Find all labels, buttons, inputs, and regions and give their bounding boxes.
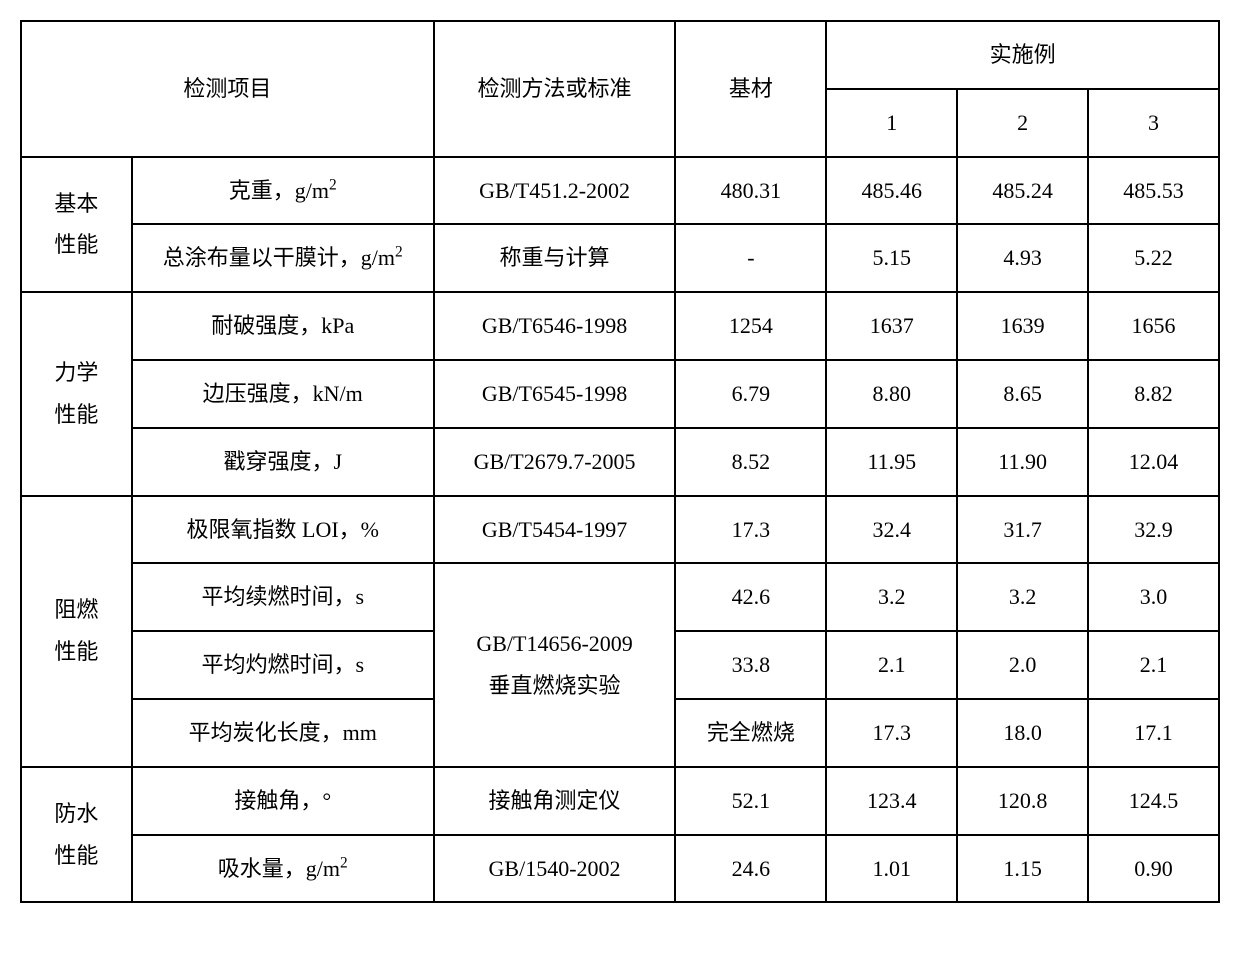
cell-v1: 5.15 — [826, 224, 957, 292]
cell-item: 克重，g/m2 — [132, 157, 434, 225]
cell-method: GB/1540-2002 — [434, 835, 676, 903]
cell-v2: 120.8 — [957, 767, 1088, 835]
cell-v1: 3.2 — [826, 563, 957, 631]
header-test-item: 检测项目 — [21, 21, 434, 157]
header-row-1: 检测项目 检测方法或标准 基材 实施例 — [21, 21, 1219, 89]
header-ex3: 3 — [1088, 89, 1219, 157]
table-row: 力学性能 耐破强度，kPa GB/T6546-1998 1254 1637 16… — [21, 292, 1219, 360]
header-ex2: 2 — [957, 89, 1088, 157]
cell-item: 平均续燃时间，s — [132, 563, 434, 631]
table-row: 平均续燃时间，s GB/T14656-2009垂直燃烧实验 42.6 3.2 3… — [21, 563, 1219, 631]
cell-v2: 485.24 — [957, 157, 1088, 225]
cell-item: 总涂布量以干膜计，g/m2 — [132, 224, 434, 292]
cell-base: 33.8 — [675, 631, 826, 699]
category-basic: 基本性能 — [21, 157, 132, 293]
cell-method: 称重与计算 — [434, 224, 676, 292]
cell-base: 6.79 — [675, 360, 826, 428]
properties-table: 检测项目 检测方法或标准 基材 实施例 1 2 3 基本性能 克重，g/m2 G… — [20, 20, 1220, 903]
table-row: 阻燃性能 极限氧指数 LOI，% GB/T5454-1997 17.3 32.4… — [21, 496, 1219, 564]
cell-item: 耐破强度，kPa — [132, 292, 434, 360]
cell-base: 8.52 — [675, 428, 826, 496]
cell-method: GB/T2679.7-2005 — [434, 428, 676, 496]
cell-v3: 3.0 — [1088, 563, 1219, 631]
cell-v1: 32.4 — [826, 496, 957, 564]
cell-v1: 11.95 — [826, 428, 957, 496]
cell-base: 1254 — [675, 292, 826, 360]
cell-v1: 8.80 — [826, 360, 957, 428]
cell-v1: 1.01 — [826, 835, 957, 903]
cell-v3: 5.22 — [1088, 224, 1219, 292]
cell-v3: 485.53 — [1088, 157, 1219, 225]
cell-v1: 17.3 — [826, 699, 957, 767]
cell-v2: 31.7 — [957, 496, 1088, 564]
cell-v3: 32.9 — [1088, 496, 1219, 564]
cell-v3: 1656 — [1088, 292, 1219, 360]
cell-item: 平均灼燃时间，s — [132, 631, 434, 699]
cell-item: 平均炭化长度，mm — [132, 699, 434, 767]
table-row: 戳穿强度，J GB/T2679.7-2005 8.52 11.95 11.90 … — [21, 428, 1219, 496]
table-row: 防水性能 接触角，° 接触角测定仪 52.1 123.4 120.8 124.5 — [21, 767, 1219, 835]
cell-base: 完全燃烧 — [675, 699, 826, 767]
category-flame: 阻燃性能 — [21, 496, 132, 767]
table-row: 边压强度，kN/m GB/T6545-1998 6.79 8.80 8.65 8… — [21, 360, 1219, 428]
table-row: 吸水量，g/m2 GB/1540-2002 24.6 1.01 1.15 0.9… — [21, 835, 1219, 903]
category-water: 防水性能 — [21, 767, 132, 903]
cell-base: 17.3 — [675, 496, 826, 564]
header-ex1: 1 — [826, 89, 957, 157]
cell-method: GB/T5454-1997 — [434, 496, 676, 564]
cell-v1: 485.46 — [826, 157, 957, 225]
cell-v2: 1639 — [957, 292, 1088, 360]
cell-v2: 18.0 — [957, 699, 1088, 767]
cell-v2: 1.15 — [957, 835, 1088, 903]
header-base: 基材 — [675, 21, 826, 157]
cell-v3: 124.5 — [1088, 767, 1219, 835]
cell-v3: 12.04 — [1088, 428, 1219, 496]
cell-base: 52.1 — [675, 767, 826, 835]
cell-item: 吸水量，g/m2 — [132, 835, 434, 903]
cell-v1: 2.1 — [826, 631, 957, 699]
cell-item: 戳穿强度，J — [132, 428, 434, 496]
cell-v2: 3.2 — [957, 563, 1088, 631]
cell-item: 边压强度，kN/m — [132, 360, 434, 428]
cell-base: 42.6 — [675, 563, 826, 631]
cell-v2: 4.93 — [957, 224, 1088, 292]
cell-method: GB/T6546-1998 — [434, 292, 676, 360]
cell-base: - — [675, 224, 826, 292]
cell-method: GB/T6545-1998 — [434, 360, 676, 428]
cell-method: GB/T451.2-2002 — [434, 157, 676, 225]
header-examples: 实施例 — [826, 21, 1219, 89]
cell-v3: 2.1 — [1088, 631, 1219, 699]
cell-v1: 1637 — [826, 292, 957, 360]
cell-item: 接触角，° — [132, 767, 434, 835]
cell-v2: 11.90 — [957, 428, 1088, 496]
header-method: 检测方法或标准 — [434, 21, 676, 157]
cell-v1: 123.4 — [826, 767, 957, 835]
cell-v2: 2.0 — [957, 631, 1088, 699]
cell-v2: 8.65 — [957, 360, 1088, 428]
cell-v3: 8.82 — [1088, 360, 1219, 428]
cell-base: 24.6 — [675, 835, 826, 903]
table-row: 总涂布量以干膜计，g/m2 称重与计算 - 5.15 4.93 5.22 — [21, 224, 1219, 292]
cell-v3: 0.90 — [1088, 835, 1219, 903]
cell-method: 接触角测定仪 — [434, 767, 676, 835]
table-row: 基本性能 克重，g/m2 GB/T451.2-2002 480.31 485.4… — [21, 157, 1219, 225]
cell-v3: 17.1 — [1088, 699, 1219, 767]
category-mechanical: 力学性能 — [21, 292, 132, 495]
cell-method-merged: GB/T14656-2009垂直燃烧实验 — [434, 563, 676, 766]
cell-base: 480.31 — [675, 157, 826, 225]
cell-item: 极限氧指数 LOI，% — [132, 496, 434, 564]
